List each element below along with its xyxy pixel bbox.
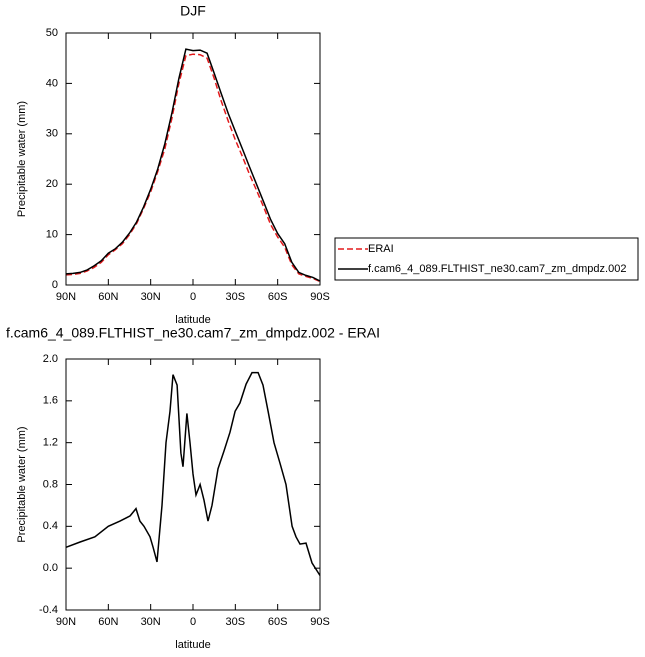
y-tick-label: 0 xyxy=(52,279,58,291)
x-tick-label: 90N xyxy=(56,616,76,628)
x-axis-label: latitude xyxy=(175,314,210,326)
y-tick-label: 0.8 xyxy=(43,478,58,490)
legend-label: f.cam6_4_089.FLTHIST_ne30.cam7_zm_dmpdz.… xyxy=(368,263,626,275)
y-tick-label: 2.0 xyxy=(43,353,58,365)
x-tick-label: 90N xyxy=(56,291,76,303)
x-tick-label: 0 xyxy=(190,616,196,628)
x-tick-label: 60S xyxy=(268,291,288,303)
x-tick-label: 60S xyxy=(268,616,288,628)
x-tick-label: 90S xyxy=(310,291,330,303)
y-tick-label: 0.4 xyxy=(43,520,58,532)
y-tick-label: 30 xyxy=(46,128,58,140)
y-tick-label: 1.2 xyxy=(43,437,58,449)
data-line xyxy=(65,53,321,283)
plot-frame xyxy=(65,358,321,611)
x-tick-label: 90S xyxy=(310,616,330,628)
legend-label: ERAI xyxy=(368,243,394,255)
data-line xyxy=(65,371,321,576)
x-tick-label: 30N xyxy=(141,616,161,628)
y-tick-label: -0.4 xyxy=(39,604,58,616)
y-axis-label: Precipitable water (mm) xyxy=(16,101,28,217)
y-axis-label: Precipitable water (mm) xyxy=(16,426,28,542)
y-tick-label: 40 xyxy=(46,77,58,89)
x-tick-label: 30S xyxy=(226,291,246,303)
x-tick-label: 30N xyxy=(141,291,161,303)
x-tick-label: 30S xyxy=(226,616,246,628)
y-tick-label: 20 xyxy=(46,178,58,190)
plot-frame xyxy=(65,32,321,286)
x-tick-label: 60N xyxy=(98,616,118,628)
x-axis-label: latitude xyxy=(175,639,210,651)
data-line xyxy=(65,48,321,282)
x-tick-label: 60N xyxy=(98,291,118,303)
chart-title: f.cam6_4_089.FLTHIST_ne30.cam7_zm_dmpdz.… xyxy=(6,325,380,341)
y-tick-label: 50 xyxy=(46,27,58,39)
y-tick-label: 10 xyxy=(46,229,58,241)
y-tick-label: 0.0 xyxy=(43,562,58,574)
y-tick-label: 1.6 xyxy=(43,395,58,407)
legend-box xyxy=(334,237,639,281)
chart-title: DJF xyxy=(180,3,206,19)
x-tick-label: 0 xyxy=(190,291,196,303)
